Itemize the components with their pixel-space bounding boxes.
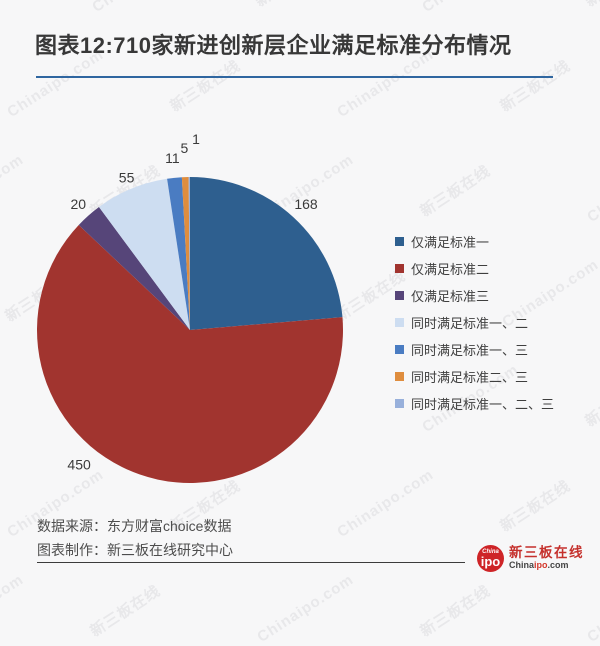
title-underline [36, 76, 553, 78]
legend-item-4: 同时满足标准一、二 [395, 309, 554, 336]
chinaipo-badge-icon: China ipo [477, 545, 504, 572]
logo-domain-suffix: .com [547, 560, 569, 570]
logo-domain-mid: ipo [534, 560, 548, 570]
footer-divider [37, 562, 465, 563]
legend-item-1: 仅满足标准一 [395, 228, 554, 255]
legend-item-5: 同时满足标准一、三 [395, 336, 554, 363]
watermark-text: Chinaipo.com [0, 571, 27, 646]
logo-domain: Chinaipo.com [509, 560, 584, 570]
legend-item-3: 仅满足标准三 [395, 282, 554, 309]
pie-slice-4 [98, 178, 190, 330]
pie-slice-5 [167, 177, 190, 330]
chart-maker-text: 图表制作：新三板在线研究中心 [37, 542, 233, 558]
pie-value-label-3: 20 [71, 196, 87, 212]
logo-name-cn: 新三板在线 [509, 545, 584, 560]
logo-text-column: 新三板在线 Chinaipo.com [509, 545, 584, 570]
watermark-text: Chinaipo.com [89, 0, 191, 16]
legend-swatch-icon [395, 318, 404, 327]
watermark-text: 新三板在线 [417, 582, 494, 641]
pie-slice-7 [188, 177, 190, 330]
legend-label: 同时满足标准一、三 [411, 343, 529, 358]
pie-value-label-5: 11 [165, 150, 180, 166]
watermark-text: Chinaipo.com [254, 571, 357, 646]
logo-badge-top-label: China [482, 549, 499, 555]
watermark-text: Chinaipo.com [419, 0, 521, 16]
legend-item-7: 同时满足标准一、二、三 [395, 390, 554, 417]
pie-slice-2 [37, 224, 344, 484]
legend-swatch-icon [395, 372, 404, 381]
legend-label: 同时满足标准一、二 [411, 316, 529, 331]
chart-title: 图表12:710家新进创新层企业满足标准分布情况 [35, 33, 512, 58]
legend: 仅满足标准一 仅满足标准二 仅满足标准三 同时满足标准一、二 同时满足标准一、三 同时满足… [395, 228, 554, 417]
watermark-text: 新三板在线 [87, 582, 164, 641]
legend-label: 仅满足标准三 [411, 289, 490, 304]
watermark-text: Chinaipo.com [584, 571, 600, 646]
pie-value-label-4: 55 [119, 169, 135, 185]
watermark-text: 新三板在线 [581, 0, 600, 11]
legend-label: 仅满足标准二 [411, 262, 490, 277]
legend-item-6: 同时满足标准二、三 [395, 363, 554, 390]
legend-label: 同时满足标准二、三 [411, 370, 529, 385]
logo-badge-main-label: ipo [480, 554, 501, 569]
legend-item-2: 仅满足标准二 [395, 255, 554, 282]
pie-slice-3 [78, 207, 190, 330]
legend-swatch-icon [395, 291, 404, 300]
pie-value-label-2: 450 [67, 457, 91, 473]
legend-label: 同时满足标准一、二、三 [411, 397, 555, 412]
pie-value-label-1: 168 [294, 196, 318, 212]
legend-swatch-icon [395, 264, 404, 273]
pie-slice-6 [181, 177, 190, 330]
pie-value-label-7: 1 [192, 131, 200, 147]
legend-swatch-icon [395, 237, 404, 246]
logo-domain-prefix: China [509, 560, 535, 570]
legend-swatch-icon [395, 345, 404, 354]
chinaipo-logo: China ipo 新三板在线 Chinaipo.com [477, 545, 584, 572]
legend-label: 仅满足标准一 [411, 235, 490, 250]
watermark-text: 新三板在线 [251, 0, 330, 11]
data-source-text: 数据来源：东方财富choice数据 [37, 518, 232, 534]
legend-swatch-icon [395, 399, 404, 408]
pie-slice-1 [190, 177, 343, 330]
pie-value-label-6: 5 [181, 140, 189, 156]
